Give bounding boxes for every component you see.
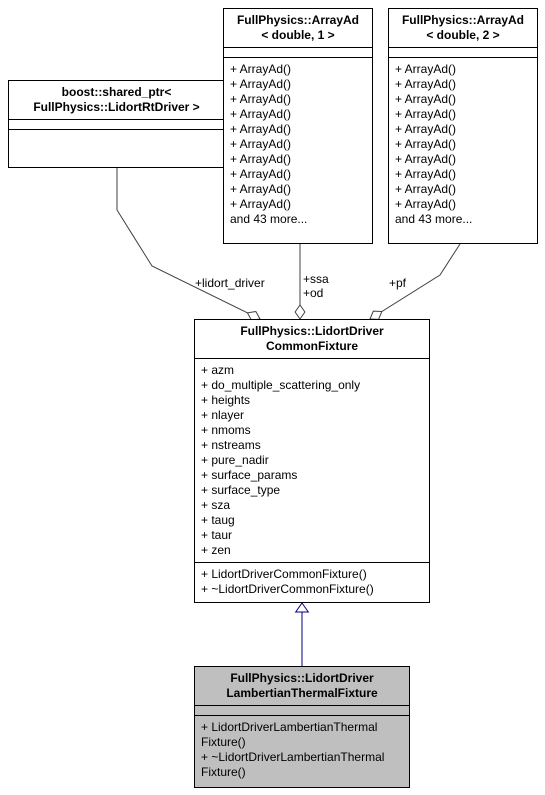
- node-methods: + LidortDriverCommonFixture()+ ~LidortDr…: [195, 563, 429, 601]
- node-shared_ptr[interactable]: boost::shared_ptr< FullPhysics::LidortRt…: [8, 80, 225, 168]
- node-title: boost::shared_ptr< FullPhysics::LidortRt…: [9, 81, 224, 120]
- node-methods: + LidortDriverLambertianThermalFixture()…: [195, 716, 409, 784]
- node-title: FullPhysics::ArrayAd< double, 1 >: [224, 9, 372, 48]
- agg-shared-common-label: +lidort_driver: [195, 276, 265, 290]
- node-thermal[interactable]: FullPhysics::LidortDriverLambertianTherm…: [194, 666, 410, 788]
- node-attributes: + azm+ do_multiple_scattering_only+ heig…: [195, 359, 429, 563]
- node-methods: + ArrayAd()+ ArrayAd()+ ArrayAd()+ Array…: [224, 58, 372, 231]
- inheritance-arrowhead: [296, 603, 309, 612]
- node-methods: + ArrayAd()+ ArrayAd()+ ArrayAd()+ Array…: [389, 58, 537, 231]
- node-title: FullPhysics::ArrayAd< double, 2 >: [389, 9, 537, 48]
- node-attributes: [224, 48, 372, 58]
- agg-arrayad2-common: [370, 244, 460, 319]
- node-common[interactable]: FullPhysics::LidortDriverCommonFixture+ …: [194, 319, 430, 603]
- node-title: FullPhysics::LidortDriverCommonFixture: [195, 320, 429, 359]
- uml-diagram: boost::shared_ptr< FullPhysics::LidortRt…: [0, 0, 545, 795]
- node-attributes: [9, 120, 224, 130]
- node-methods: [9, 130, 224, 140]
- agg-arrayad2-common-label: +pf: [389, 276, 406, 290]
- node-arrayad1[interactable]: FullPhysics::ArrayAd< double, 1 >+ Array…: [223, 8, 373, 244]
- node-title: FullPhysics::LidortDriverLambertianTherm…: [195, 667, 409, 706]
- node-attributes: [389, 48, 537, 58]
- aggregation-diamond: [295, 305, 305, 319]
- node-attributes: [195, 706, 409, 716]
- agg-arrayad1-common-label: +ssa+od: [303, 272, 329, 300]
- node-arrayad2[interactable]: FullPhysics::ArrayAd< double, 2 >+ Array…: [388, 8, 538, 244]
